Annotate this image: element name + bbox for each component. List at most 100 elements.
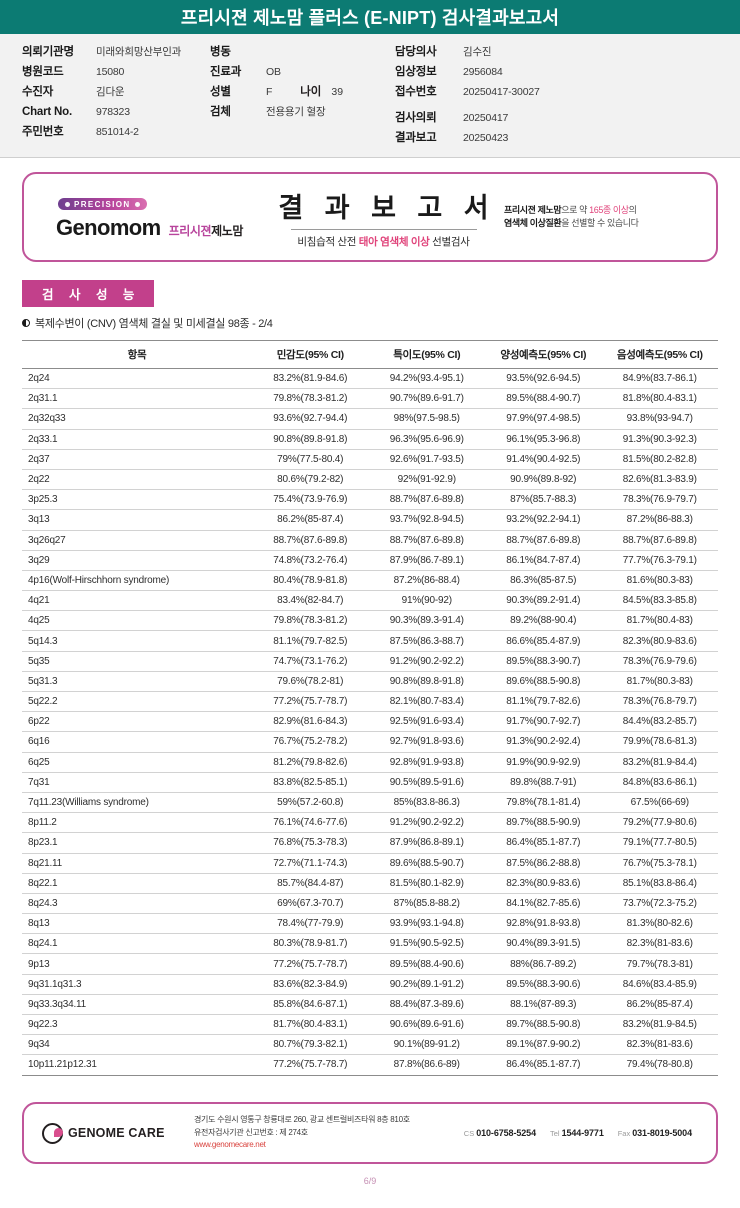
footer-website-link[interactable]: www.genomecare.net xyxy=(194,1140,266,1150)
brand-name: Genomom xyxy=(56,214,161,240)
footer-address-line2: 유전자검사기관 신고번호 : 제 274호 xyxy=(194,1127,308,1137)
table-row: 2q31.1 79.8%(78.3-81.2) 90.7%(89.6-91.7) 89… xyxy=(22,388,718,410)
performance-table: 항목 민감도(95% CI) 특이도(95% CI) 양성예측도(95% CI)… xyxy=(22,340,718,1076)
cell-item-name: 8q13 xyxy=(22,913,252,935)
cell-metric-value: 84.9%(83.7-86.1) xyxy=(601,368,718,390)
cell-metric-value: 92%(91-92.9) xyxy=(368,469,485,491)
cell-metric-value: 78.3%(76.9-79.6) xyxy=(601,651,718,672)
field-chart-no-label: Chart No. xyxy=(22,106,72,118)
brand-header-panel: PRECISION Genomom 프리시젼제노맘 결 과 보 고 서 비침습적… xyxy=(22,172,718,262)
cell-metric-value: 90.3%(89.3-91.4) xyxy=(368,610,485,632)
table-row: 8q24.1 80.3%(78.9-81.7) 91.5%(90.5-92.5) 90… xyxy=(22,933,718,955)
cell-metric-value: 86.1%(84.7-87.4) xyxy=(485,550,602,571)
cell-metric-value: 82.3%(81-83.6) xyxy=(601,933,718,955)
cell-metric-value: 78.3%(76.9-79.7) xyxy=(601,489,718,511)
brand-kr-genomom: 제노맘 xyxy=(211,223,244,238)
cell-metric-value: 89.2%(88-90.4) xyxy=(485,610,602,632)
section-subtitle-row: 복제수변이 (CNV) 염색체 결실 및 미세결실 98종 - 2/4 xyxy=(22,315,718,331)
field-institution: 의뢰기관명 미래와희망산부인과 xyxy=(22,42,210,62)
cell-metric-value: 82.3%(80.9-83.6) xyxy=(485,873,602,894)
cell-metric-value: 89.5%(88.4-90.6) xyxy=(368,953,485,975)
cell-metric-value: 76.7%(75.3-78.1) xyxy=(601,853,718,874)
field-department: 진료과 OB xyxy=(210,62,395,82)
report-title-bar: 프리시젼 제노맘 플러스 (E-NIPT) 검사결과보고서 xyxy=(0,0,740,34)
patient-info-column-1: 의뢰기관명 미래와희망산부인과 병원코드 15080 수진자 김다운 Chart… xyxy=(0,42,210,142)
cell-metric-value: 80.7%(79.3-82.1) xyxy=(252,1034,369,1056)
cell-metric-value: 96.3%(95.6-96.9) xyxy=(368,429,485,450)
cell-metric-value: 59%(57.2-60.8) xyxy=(252,792,369,814)
cell-metric-value: 92.6%(91.7-93.5) xyxy=(368,449,485,470)
table-row: 8q22.1 85.7%(84.4-87) 81.5%(80.1-82.9) 82.3… xyxy=(22,873,718,894)
footer-address-line1: 경기도 수원시 영통구 창룡대로 260, 광교 센트럴비즈타워 8층 810호 xyxy=(194,1114,410,1124)
cell-metric-value: 78.3%(76.8-79.7) xyxy=(601,691,718,713)
coverage-note-end: 의 xyxy=(628,204,637,215)
cell-metric-value: 87%(85.7-88.3) xyxy=(485,489,602,511)
field-request-date-label: 검사의뢰 xyxy=(395,112,437,124)
table-row: 2q32q33 93.6%(92.7-94.4) 98%(97.5-98.5) 97.… xyxy=(22,408,718,430)
footer-contact-block: CS 010-6758-5254 Tel 1544-9771 Fax 031-8019… xyxy=(464,1128,698,1138)
table-row: 9p13 77.2%(75.7-78.7) 89.5%(88.4-90.6) 88%(… xyxy=(22,953,718,975)
field-accession-no-value: 20250417-30027 xyxy=(463,86,540,98)
table-row: 2q24 83.2%(81.9-84.6) 94.2%(93.4-95.1) 93.5… xyxy=(22,368,718,390)
cell-metric-value: 79.8%(78.3-81.2) xyxy=(252,388,369,410)
cell-metric-value: 83.6%(82.3-84.9) xyxy=(252,974,369,995)
cell-item-name: 2q22 xyxy=(22,469,252,491)
table-row: 5q31.3 79.6%(78.2-81) 90.8%(89.8-91.8) 89.6… xyxy=(22,671,718,693)
field-ward: 병동 xyxy=(210,42,395,62)
cell-metric-value: 89.6%(88.5-90.7) xyxy=(368,853,485,874)
field-resident-no-label: 주민번호 xyxy=(22,126,64,138)
cell-metric-value: 88.7%(87.6-89.8) xyxy=(368,489,485,511)
subtitle-highlight: 태아 염색체 이상 xyxy=(358,235,430,248)
cell-metric-value: 80.3%(78.9-81.7) xyxy=(252,933,369,955)
cell-metric-value: 81.1%(79.7-82.6) xyxy=(485,691,602,713)
cell-item-name: 5q22.2 xyxy=(22,691,252,713)
table-row: 6q16 76.7%(75.2-78.2) 92.7%(91.8-93.6) 91.3… xyxy=(22,731,718,753)
field-report-date-label: 결과보고 xyxy=(395,132,437,144)
field-accession-no: 접수번호 20250417-30027 xyxy=(395,82,695,102)
cell-metric-value: 77.2%(75.7-78.7) xyxy=(252,1054,369,1076)
field-department-value: OB xyxy=(266,66,281,78)
field-request-date-value: 20250417 xyxy=(463,112,509,124)
table-row: 9q22.3 81.7%(80.4-83.1) 90.6%(89.6-91.6) 89… xyxy=(22,1014,718,1036)
field-sex-age: 성별 F 나이 39 xyxy=(210,82,395,102)
cell-metric-value: 67.5%(66-69) xyxy=(601,792,718,814)
dot-right-icon xyxy=(134,201,140,207)
cell-metric-value: 93.5%(92.6-94.5) xyxy=(485,368,602,390)
field-request-date: 검사의뢰 20250417 xyxy=(395,108,695,128)
field-specimen: 검체 전용용기 혈장 xyxy=(210,102,395,122)
genome-care-logo: GENOME CARE xyxy=(42,1122,194,1144)
field-doctor: 담당의사 김수진 xyxy=(395,42,695,62)
field-accession-no-label: 접수번호 xyxy=(395,86,437,98)
cell-metric-value: 81.8%(80.4-83.1) xyxy=(601,388,718,410)
field-ward-label: 병동 xyxy=(210,46,231,58)
cell-metric-value: 83.2%(81.9-84.5) xyxy=(601,1014,718,1036)
cell-metric-value: 92.8%(91.8-93.8) xyxy=(485,913,602,935)
table-row: 8p23.1 76.8%(75.3-78.3) 87.9%(86.8-89.1) 86… xyxy=(22,832,718,854)
cell-item-name: 2q37 xyxy=(22,449,252,470)
heading-divider xyxy=(290,228,477,230)
column-header-npv: 음성예측도(95% CI) xyxy=(601,340,718,369)
cell-metric-value: 86.6%(85.4-87.9) xyxy=(485,630,602,652)
footer-tel-label: Tel xyxy=(549,1129,560,1138)
table-row: 5q14.3 81.1%(79.7-82.5) 87.5%(86.3-88.7) 86… xyxy=(22,630,718,652)
cell-metric-value: 98%(97.5-98.5) xyxy=(368,408,485,430)
cell-item-name: 8p23.1 xyxy=(22,832,252,854)
brand-name-line: Genomom 프리시젼제노맘 xyxy=(56,215,263,241)
cell-metric-value: 86.3%(85-87.5) xyxy=(485,570,602,592)
cell-metric-value: 79.7%(78.3-81) xyxy=(601,953,718,975)
cell-metric-value: 86.2%(85-87.4) xyxy=(252,509,369,531)
footer-fax-label: Fax xyxy=(617,1129,631,1138)
coverage-note-disease: 염색체 이상질환 xyxy=(504,218,562,228)
footer-fax: Fax 031-8019-5004 xyxy=(618,1128,692,1138)
cell-item-name: 3p25.3 xyxy=(22,489,252,511)
coverage-note-count: 165종 이상 xyxy=(589,204,629,215)
cell-metric-value: 91.3%(90.2-92.4) xyxy=(485,731,602,753)
precision-badge-label: PRECISION xyxy=(74,199,131,209)
brand-kr-precision: 프리시젼 xyxy=(168,223,212,238)
cell-metric-value: 79.9%(78.6-81.3) xyxy=(601,731,718,753)
cell-metric-value: 90.1%(89-91.2) xyxy=(368,1034,485,1056)
cell-item-name: 9q31.1q31.3 xyxy=(22,974,252,995)
table-row: 7q31 83.8%(82.5-85.1) 90.5%(89.5-91.6) 89.8… xyxy=(22,772,718,793)
cell-metric-value: 79.8%(78.3-81.2) xyxy=(252,610,369,632)
cell-item-name: 8q21.11 xyxy=(22,853,252,874)
